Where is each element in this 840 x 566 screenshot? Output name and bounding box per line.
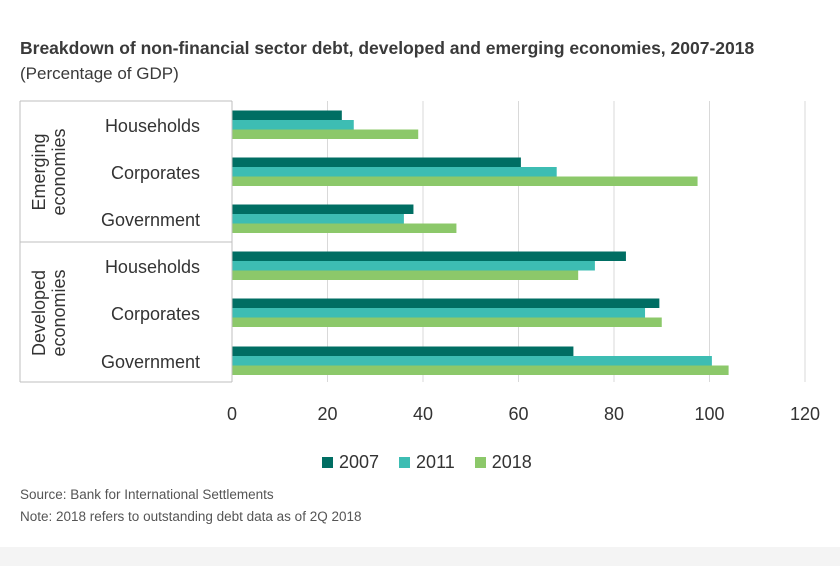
category-label: Corporates [111, 163, 200, 183]
bottom-strip [0, 547, 840, 566]
source-note: Source: Bank for International Settlemen… [20, 487, 274, 502]
category-label: Households [105, 116, 200, 136]
legend-swatch [322, 457, 333, 468]
legend-item: 2007 [322, 452, 379, 473]
chart-title: Breakdown of non-financial sector debt, … [20, 38, 755, 58]
legend-swatch [474, 457, 486, 468]
legend-item: 2018 [474, 452, 532, 473]
bar [232, 223, 457, 233]
bar [232, 204, 414, 214]
x-tick-label: 40 [413, 404, 433, 424]
legend-swatch [399, 457, 411, 468]
bar [232, 270, 579, 280]
bar [232, 214, 404, 224]
bar [232, 251, 626, 261]
bar [232, 365, 729, 375]
category-label: Government [101, 352, 200, 372]
bar [232, 298, 660, 308]
bar [232, 176, 698, 186]
x-tick-label: 20 [317, 404, 337, 424]
legend-item: 2011 [399, 452, 455, 473]
bar [232, 317, 662, 327]
legend: 2007 2011 2018 [322, 452, 552, 473]
legend-label: 2007 [339, 452, 380, 472]
bar [232, 167, 557, 177]
bar [232, 356, 712, 366]
x-tick-label: 80 [604, 404, 624, 424]
legend-label: 2011 [416, 452, 455, 472]
bar [232, 346, 574, 356]
x-tick-label: 120 [790, 404, 820, 424]
group-label: Emerging [29, 133, 49, 210]
group-label: Developed [29, 270, 49, 356]
bar [232, 110, 342, 120]
bar [232, 308, 646, 318]
bar [232, 120, 354, 130]
category-label: Corporates [111, 304, 200, 324]
bar [232, 261, 595, 271]
category-label: Government [101, 210, 200, 230]
data-note: Note: 2018 refers to outstanding debt da… [20, 509, 362, 524]
x-tick-label: 0 [227, 404, 237, 424]
category-label: Households [105, 257, 200, 277]
legend-label: 2018 [491, 452, 532, 472]
x-tick-label: 60 [508, 404, 528, 424]
bar [232, 157, 521, 167]
bar [232, 129, 419, 139]
group-label: economies [49, 128, 69, 215]
group-label: economies [49, 269, 69, 356]
bar-chart: Households Corporates Government Households… [19, 100, 820, 424]
x-tick-label: 100 [694, 404, 724, 424]
chart-subtitle: (Percentage of GDP) [20, 64, 179, 83]
